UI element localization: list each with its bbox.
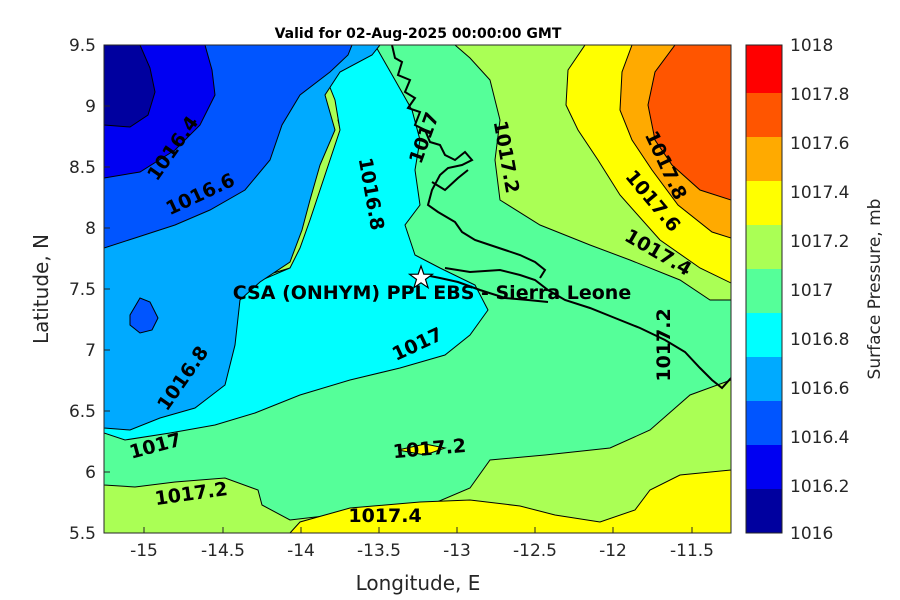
y-tick-label: 9.5	[69, 36, 96, 56]
colorbar-swatch-1017	[746, 269, 782, 313]
x-tick-label: -13.5	[357, 541, 401, 561]
x-tick-label: -14.5	[201, 541, 245, 561]
y-tick-label: 8	[85, 219, 96, 239]
contour-map	[104, 45, 731, 533]
star-icon	[407, 264, 435, 290]
x-axis: -15 -14.5 -14 -13.5 -13 -12.5 -12 -11.5 …	[130, 527, 714, 595]
colorbar-swatch-1017.4	[746, 181, 782, 225]
band-1016.4-blob	[129, 297, 159, 334]
colorbar-swatch-1018	[746, 45, 782, 93]
band-1017.8	[647, 45, 731, 201]
x-tick-label: -13	[443, 541, 471, 561]
colorbar-frame	[745, 44, 783, 534]
colorbar-tick-label: 1016	[790, 524, 833, 544]
y-tick-label: 7	[85, 341, 96, 361]
colorbar-swatch-1016.2	[746, 445, 782, 489]
x-tick-label: -12.5	[513, 541, 557, 561]
x-tick-label: -15	[130, 541, 158, 561]
colorbar-tick-label: 1017.6	[790, 134, 849, 154]
colorbar-tick-label: 1017.8	[790, 85, 849, 105]
colorbar-swatch-1016.8	[746, 313, 782, 357]
colorbar-swatch-1016.4	[746, 401, 782, 445]
coastline	[391, 45, 731, 390]
colorbar-tick-label: 1016.6	[790, 379, 849, 399]
y-tick-label: 7.5	[69, 280, 96, 300]
x-axis-label: Longitude, E	[356, 571, 481, 595]
colorbar-swatch-1017.2	[746, 225, 782, 269]
colorbar-tick-label: 1017.4	[790, 183, 849, 203]
y-tick-label: 9	[85, 97, 96, 117]
y-tick-label: 5.5	[69, 524, 96, 544]
colorbar-swatch-1016	[746, 489, 782, 533]
x-tick-label: -12	[599, 541, 627, 561]
chart-title: Valid for 02-Aug-2025 00:00:00 GMT	[275, 26, 562, 42]
colorbar-swatch-1017.6	[746, 137, 782, 181]
band-1017.4-south	[289, 469, 731, 533]
colorbar-tick-label: 1018	[790, 36, 833, 56]
station-label: CSA (ONHYM) PPL EBS - Sierra Leone	[233, 282, 631, 304]
colorbar-tick-label: 1016.8	[790, 330, 849, 350]
colorbar-tick-label: 1016.4	[790, 428, 849, 448]
colorbar-tick-label: 1017	[790, 281, 833, 301]
colorbar-swatch-1017.8	[746, 93, 782, 137]
colorbar: 1018 1017.8 1017.6 1017.4 1017.2 1017 10…	[745, 36, 885, 544]
y-tick-label: 6	[85, 463, 96, 483]
y-axis: 9.5 9 8.5 8 7.5 7 6.5 6 5.5 Latitude, N	[29, 36, 110, 544]
band-1017.4-patch	[397, 443, 447, 456]
y-tick-label: 6.5	[69, 402, 96, 422]
x-tick-label: -14	[287, 541, 315, 561]
colorbar-label: Surface Pressure, mb	[865, 199, 885, 380]
contour-label: 1017.2	[653, 308, 675, 381]
colorbar-tick-label: 1016.2	[790, 477, 849, 497]
colorbar-tick-label: 1017.2	[790, 232, 849, 252]
x-tick-label: -11.5	[670, 541, 714, 561]
colorbar-swatch-1016.6	[746, 357, 782, 401]
band-1016.0	[104, 45, 156, 128]
y-axis-label: Latitude, N	[29, 234, 53, 344]
contour-label: 1017.4	[348, 505, 421, 527]
y-tick-label: 8.5	[69, 158, 96, 178]
